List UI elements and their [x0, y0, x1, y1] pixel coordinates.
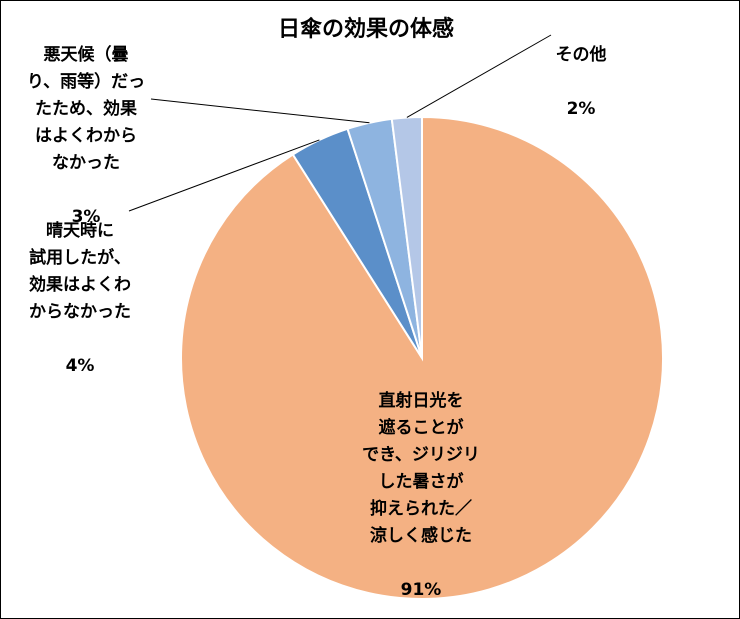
slice-label-text: その他 — [555, 45, 607, 65]
leader-line-other — [406, 34, 552, 118]
leader-line-bad-weather — [150, 98, 370, 124]
slice-label-text: 晴天時に 試用したが、 効果はよくわ からなかった — [29, 221, 131, 322]
slice-label-percent: 2% — [566, 99, 596, 119]
chart-title: 日傘の効果の体感 — [277, 17, 454, 42]
slice-label-text: 悪天候（曇 り、雨等）だっ たため、効果 はよくわから なかった — [26, 45, 146, 173]
slice-label-text: 直射日光を 遮ることが でき、ジリジリ した暑さが 抑えられた／ 涼しく感じた — [362, 391, 480, 546]
slice-label-bad-weather: 悪天候（曇 り、雨等）だっ たため、効果 はよくわから なかった 3% — [11, 15, 161, 258]
leader-line-sunny-unclear — [128, 139, 320, 212]
slice-label-percent: 91% — [400, 580, 442, 600]
slice-label-direct-sunlight: 直射日光を 遮ることが でき、ジリジリ した暑さが 抑えられた／ 涼しく感じた … — [336, 361, 506, 618]
slice-label-percent: 3% — [71, 207, 101, 227]
slice-label-percent: 4% — [65, 356, 95, 376]
slice-label-other: その他 2% — [531, 15, 631, 150]
slice-label-sunny-unclear: 晴天時に 試用したが、 効果はよくわ からなかった 4% — [5, 191, 155, 407]
